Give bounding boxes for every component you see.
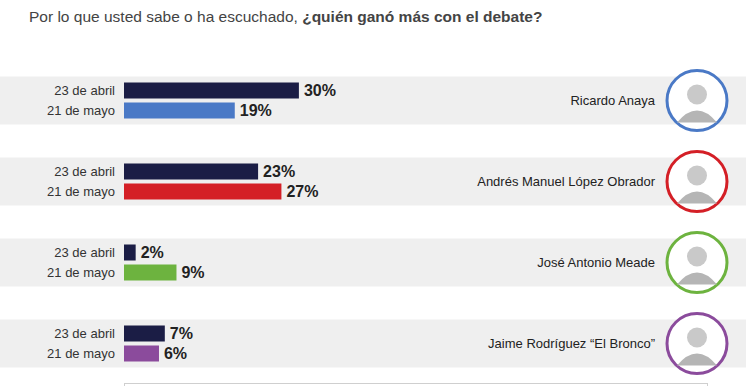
portrait — [667, 233, 727, 293]
portrait-head — [687, 328, 707, 348]
data-label: 23% — [263, 163, 295, 180]
bars — [124, 83, 299, 362]
portrait-head — [687, 85, 707, 105]
x-tick-mark — [707, 383, 708, 386]
x-tick-mark — [124, 383, 125, 386]
x-tick — [124, 383, 125, 386]
row-band — [0, 239, 746, 287]
series-label: 23 de abril — [54, 245, 115, 260]
data-label: 9% — [181, 264, 204, 281]
portrait-ring — [667, 152, 727, 212]
portrait-body — [677, 111, 717, 123]
data-label: 2% — [141, 244, 164, 261]
portrait-head — [687, 166, 707, 186]
portrait-body — [677, 192, 717, 204]
row-band — [0, 320, 746, 368]
bar — [124, 184, 281, 200]
x-tick — [707, 383, 708, 386]
portrait-ring — [667, 314, 727, 374]
row-bands — [0, 77, 746, 368]
series-label: 21 de mayo — [47, 265, 115, 280]
data-label: 27% — [286, 183, 318, 200]
category-label: Ricardo Anaya — [570, 93, 655, 108]
labels: 23 de abril 30% 23 de abril 23% 23 de abril 2… — [47, 82, 656, 362]
series-label: 23 de abril — [54, 83, 115, 98]
series-label: 21 de mayo — [47, 103, 115, 118]
bar — [124, 83, 299, 99]
series-label: 23 de abril — [54, 326, 115, 341]
bar — [124, 265, 176, 281]
portrait — [667, 314, 727, 374]
portrait-ring — [667, 71, 727, 131]
bar — [124, 346, 159, 362]
bar — [124, 245, 136, 261]
x-axis-line — [125, 384, 708, 386]
portrait-ring — [667, 233, 727, 293]
series-label: 21 de mayo — [47, 346, 115, 361]
data-label: 19% — [240, 102, 272, 119]
data-label: 30% — [304, 82, 336, 99]
title-part: Por lo que usted sabe o ha escuchado, — [29, 8, 302, 25]
bar — [124, 103, 235, 119]
series-label: 23 de abril — [54, 164, 115, 179]
series-label: 21 de mayo — [47, 184, 115, 199]
title-part: ¿quién ganó más con el debate? — [302, 8, 542, 25]
category-label: Jaime Rodríguez “El Bronco” — [488, 336, 655, 351]
portrait — [667, 71, 727, 131]
title: Por lo que usted sabe o ha escuchado, ¿q… — [29, 8, 542, 25]
chart-svg: Por lo que usted sabe o ha escuchado, ¿q… — [0, 0, 746, 386]
portrait-head — [687, 247, 707, 267]
portrait-body — [677, 273, 717, 285]
data-label: 7% — [170, 325, 193, 342]
x-axis — [125, 383, 708, 386]
portrait — [667, 152, 727, 212]
bar — [124, 326, 165, 342]
category-label: Andrés Manuel López Obrador — [477, 174, 655, 189]
row-band — [0, 77, 746, 125]
category-label: José Antonio Meade — [537, 255, 655, 270]
data-label: 6% — [164, 345, 187, 362]
bar — [124, 164, 258, 180]
row-band — [0, 158, 746, 206]
chart-container: Por lo que usted sabe o ha escuchado, ¿q… — [0, 0, 746, 386]
portrait-body — [677, 354, 717, 366]
